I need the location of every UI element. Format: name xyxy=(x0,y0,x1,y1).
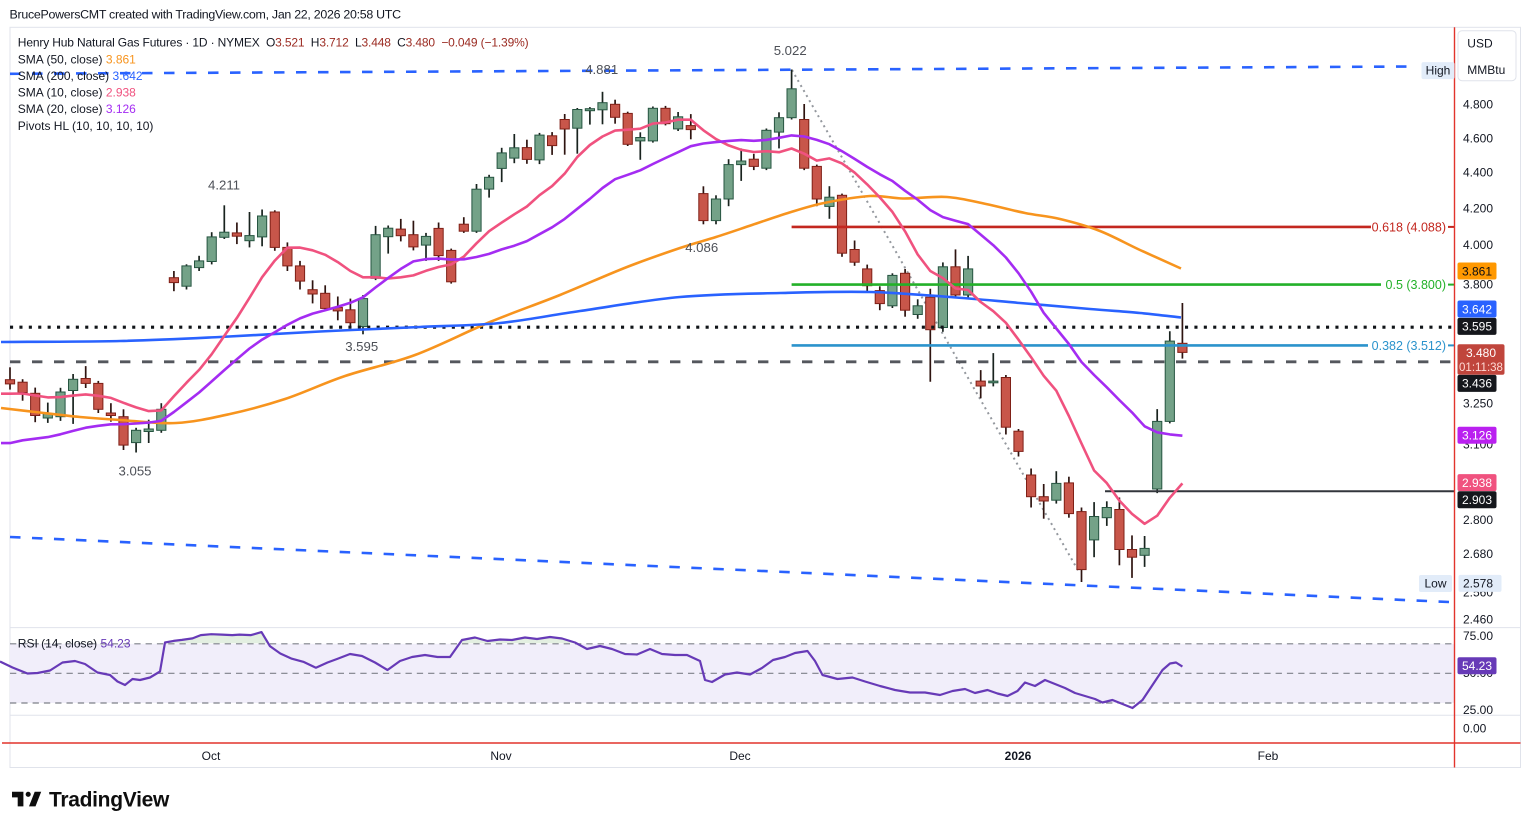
svg-text:25.00: 25.00 xyxy=(1463,703,1493,717)
svg-text:Dec: Dec xyxy=(729,749,750,763)
svg-text:High: High xyxy=(1426,64,1451,78)
svg-text:4.400: 4.400 xyxy=(1463,166,1493,180)
svg-text:Feb: Feb xyxy=(1258,749,1279,763)
svg-text:2026: 2026 xyxy=(1005,749,1032,763)
svg-text:3.126: 3.126 xyxy=(1462,429,1492,443)
svg-text:2.460: 2.460 xyxy=(1463,613,1493,627)
svg-text:0.00: 0.00 xyxy=(1463,721,1487,735)
svg-text:2.680: 2.680 xyxy=(1463,547,1493,561)
svg-text:MMBtu: MMBtu xyxy=(1467,63,1505,77)
svg-text:Pivots HL (10, 10, 10, 10): Pivots HL (10, 10, 10, 10) xyxy=(18,119,154,133)
svg-text:0.618 (4.088): 0.618 (4.088) xyxy=(1372,220,1446,234)
svg-text:2.578: 2.578 xyxy=(1463,577,1493,591)
svg-text:4.000: 4.000 xyxy=(1463,238,1493,252)
svg-text:0.5 (3.800): 0.5 (3.800) xyxy=(1386,278,1446,292)
svg-text:SMA (10, close) 2.938: SMA (10, close) 2.938 xyxy=(18,86,136,100)
svg-text:3.800: 3.800 xyxy=(1463,278,1493,292)
svg-text:54.23: 54.23 xyxy=(1462,659,1492,673)
svg-text:4.086: 4.086 xyxy=(685,240,718,255)
svg-text:0.382 (3.512): 0.382 (3.512) xyxy=(1372,339,1446,353)
svg-text:TradingView: TradingView xyxy=(49,789,170,812)
svg-text:3.595: 3.595 xyxy=(345,339,378,354)
svg-text:3.055: 3.055 xyxy=(118,463,151,478)
svg-text:Oct: Oct xyxy=(202,749,221,763)
svg-text:01:11:38: 01:11:38 xyxy=(1459,362,1503,374)
svg-text:Nov: Nov xyxy=(490,749,511,763)
svg-text:3.436: 3.436 xyxy=(1462,377,1492,391)
svg-text:RSI (14, close) 54.23: RSI (14, close) 54.23 xyxy=(18,636,131,650)
svg-text:Low: Low xyxy=(1424,577,1446,591)
svg-text:2.938: 2.938 xyxy=(1462,476,1492,490)
svg-text:USD: USD xyxy=(1467,36,1493,50)
svg-text:2.800: 2.800 xyxy=(1463,513,1493,527)
svg-text:SMA (200, close) 3.642: SMA (200, close) 3.642 xyxy=(18,69,143,83)
svg-text:3.861: 3.861 xyxy=(1462,264,1492,278)
svg-text:3.250: 3.250 xyxy=(1463,396,1493,410)
svg-text:BrucePowersCMT created with Tr: BrucePowersCMT created with TradingView.… xyxy=(10,8,402,22)
svg-text:4.200: 4.200 xyxy=(1463,202,1493,216)
svg-text:3.642: 3.642 xyxy=(1462,302,1492,316)
svg-text:3.480: 3.480 xyxy=(1466,346,1496,360)
svg-text:4.600: 4.600 xyxy=(1463,131,1493,145)
svg-text:SMA (50, close) 3.861: SMA (50, close) 3.861 xyxy=(18,52,136,66)
svg-text:Henry Hub Natural Gas Futures: Henry Hub Natural Gas Futures · 1D · NYM… xyxy=(18,36,529,50)
svg-text:2.903: 2.903 xyxy=(1462,493,1492,507)
svg-text:SMA (20, close) 3.126: SMA (20, close) 3.126 xyxy=(18,102,136,116)
svg-text:75.00: 75.00 xyxy=(1463,629,1493,643)
svg-text:4.800: 4.800 xyxy=(1463,98,1493,112)
svg-text:4.881: 4.881 xyxy=(585,62,618,77)
svg-text:5.022: 5.022 xyxy=(774,43,807,58)
svg-text:3.595: 3.595 xyxy=(1462,320,1492,334)
svg-text:4.211: 4.211 xyxy=(208,177,240,192)
